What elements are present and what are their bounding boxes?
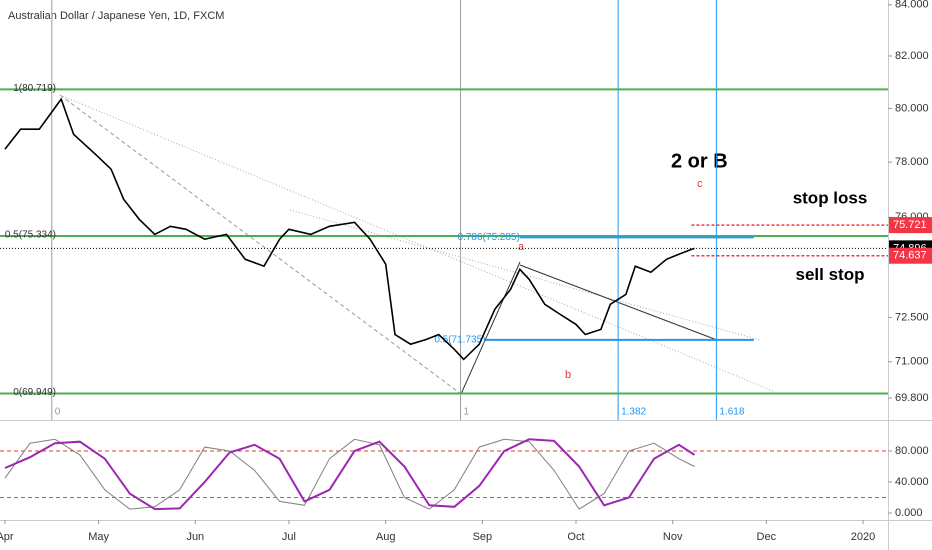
fib-level-label: 1(80.719) [13, 83, 56, 94]
x-tick-label: May [88, 531, 109, 543]
x-tick-label: 2020 [851, 531, 875, 543]
y-tick-label: 40.000 [895, 476, 929, 488]
fib-extension-label: 0.5(71.735) [434, 335, 485, 346]
vertical-line-label: 1.618 [719, 407, 744, 418]
oscillator-pane [0, 421, 888, 520]
stop-tag-label: 74.637 [893, 250, 927, 262]
y-tick-label: 72.500 [895, 311, 929, 323]
x-tick-label: Sep [473, 531, 493, 543]
x-tick-label: Nov [663, 531, 683, 543]
price-line [4, 438, 695, 510]
annotation: c [697, 178, 703, 190]
stop-tag [889, 217, 932, 234]
vertical-line-label: 1 [464, 407, 470, 418]
x-tick-label: Jun [186, 531, 204, 543]
y-tick-label: 78.000 [895, 156, 929, 168]
y-tick-label: 80.000 [895, 445, 929, 457]
annotation: 2 or B [671, 150, 728, 172]
y-tick-label: 0.000 [895, 507, 923, 519]
x-tick-label: Aug [376, 531, 396, 543]
wave-line [460, 261, 521, 395]
stop-tag-label: 75.721 [893, 219, 927, 231]
vertical-line-label: 1.382 [621, 407, 646, 418]
x-tick-label: Dec [757, 531, 777, 543]
y-tick-label: 80.000 [895, 102, 929, 114]
chart-title: Australian Dollar / Japanese Yen, 1D, FX… [8, 10, 224, 22]
x-tick-label: Apr [0, 531, 14, 543]
y-tick-label: 71.000 [895, 356, 929, 368]
trend-line [59, 94, 462, 395]
x-tick-label: Jul [282, 531, 296, 543]
x-tick-label: Oct [567, 531, 584, 543]
price-line [4, 438, 696, 511]
fib-level-label: 0(69.949) [13, 387, 56, 398]
y-tick-label: 69.800 [895, 392, 929, 404]
stop-name: stop loss [793, 189, 868, 208]
stop-name: sell stop [796, 265, 865, 284]
annotation: b [565, 369, 571, 381]
fib-level-label: 0.5(75.334) [5, 230, 56, 241]
price-line [4, 97, 695, 361]
fib-extension-label: 0.786(75.285) [458, 232, 520, 243]
annotation: a [518, 241, 525, 253]
trend-line [59, 94, 776, 393]
vertical-line-label: 0 [55, 407, 61, 418]
y-tick-label: 84.000 [895, 0, 929, 11]
y-tick-label: 82.000 [895, 50, 929, 62]
stop-tag [889, 247, 932, 264]
